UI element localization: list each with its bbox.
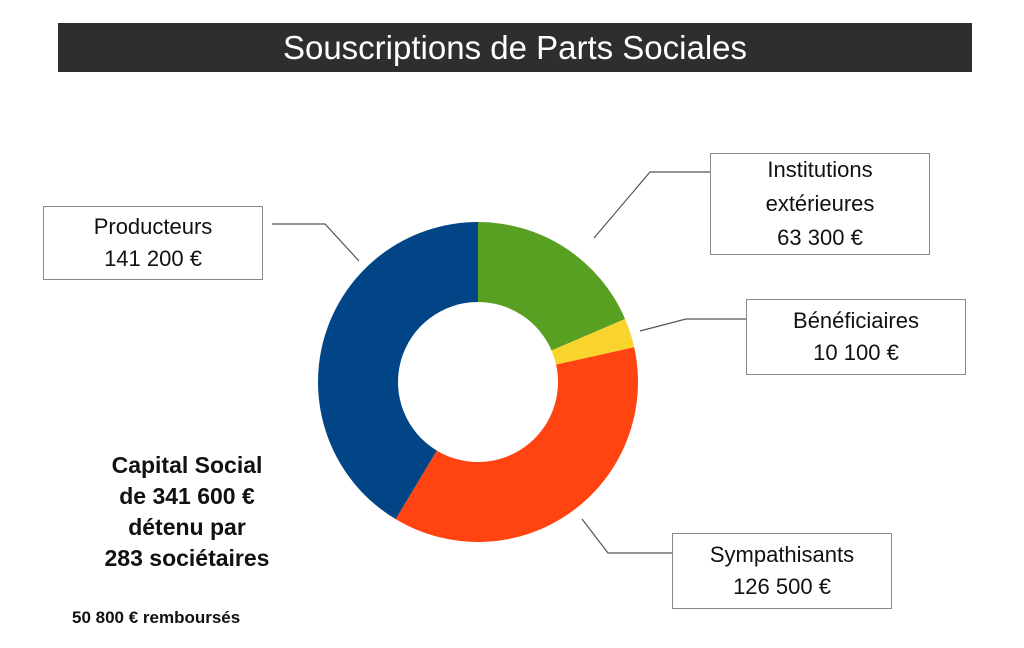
label-value: 63 300 €: [777, 225, 863, 250]
leader-line-sympathisants: [581, 518, 672, 554]
label-value: 126 500 €: [733, 574, 831, 599]
label-beneficiaires: Bénéficiaires 10 100 €: [746, 299, 966, 375]
label-institutions-exterieures: Institutions extérieures 63 300 €: [710, 153, 930, 255]
label-producteurs: Producteurs 141 200 €: [43, 206, 263, 280]
chart-title: Souscriptions de Parts Sociales: [58, 23, 972, 72]
slice-institutions-exterieures: [478, 222, 626, 351]
label-line: extérieures: [765, 191, 875, 216]
summary-line: de 341 600 €: [119, 483, 255, 509]
slice-beneficiaires: [551, 318, 635, 365]
label-value: 141 200 €: [104, 246, 202, 271]
capital-summary: Capital Social de 341 600 € détenu par 2…: [62, 450, 312, 574]
label-sympathisants: Sympathisants 126 500 €: [672, 533, 892, 609]
label-line: Institutions: [767, 157, 873, 182]
label-line: Producteurs: [93, 214, 213, 239]
label-value: 10 100 €: [813, 340, 899, 365]
summary-line: détenu par: [128, 514, 246, 540]
leader-lines: [272, 171, 746, 554]
donut-slices: [318, 222, 638, 542]
summary-line: Capital Social: [111, 452, 263, 478]
summary-line: 283 sociétaires: [104, 545, 270, 571]
slice-sympathisants: [395, 347, 638, 542]
leader-line-beneficiaires: [639, 318, 746, 332]
rembourses-note: 50 800 € remboursés: [72, 608, 241, 627]
leader-line-institutions: [593, 171, 710, 239]
leader-line-producteurs: [272, 223, 360, 262]
label-line: Sympathisants: [709, 542, 855, 567]
label-line: Bénéficiaires: [793, 308, 919, 333]
slice-producteurs: [318, 222, 478, 520]
